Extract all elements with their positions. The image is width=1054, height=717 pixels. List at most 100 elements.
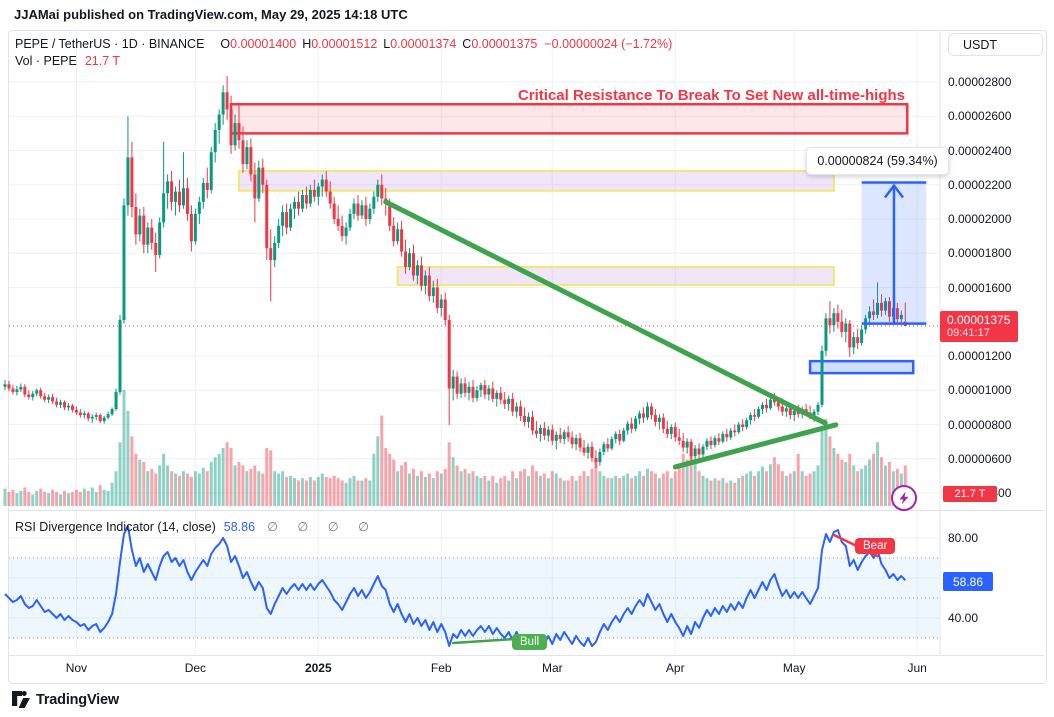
volume-bar bbox=[729, 480, 733, 506]
candle-body bbox=[768, 399, 772, 409]
price-scale-label[interactable]: 0.00001600 bbox=[948, 280, 1012, 295]
bear-divergence-badge[interactable]: Bear bbox=[855, 538, 896, 554]
volume-bar bbox=[439, 473, 443, 506]
volume-bar bbox=[562, 480, 566, 506]
candle-body bbox=[673, 427, 677, 438]
price-scale-label[interactable]: 0.00001800 bbox=[948, 246, 1012, 261]
candle-body bbox=[761, 404, 765, 410]
bull-divergence-badge[interactable]: Bull bbox=[512, 634, 548, 650]
rsi-scale-label[interactable]: 40.00 bbox=[948, 611, 979, 625]
volume-bar bbox=[764, 471, 768, 506]
volume-bar bbox=[570, 475, 574, 506]
candle-body bbox=[356, 203, 360, 216]
tradingview-footer[interactable]: TradingView bbox=[12, 691, 119, 708]
lightning-icon bbox=[899, 491, 909, 505]
candle-body bbox=[523, 415, 527, 422]
volume-bar bbox=[142, 461, 146, 506]
annotation-text[interactable]: Critical Resistance To Break To Set New … bbox=[517, 87, 905, 104]
price-scale-label[interactable]: 0.00001000 bbox=[948, 383, 1012, 398]
time-scale-label[interactable]: Apr bbox=[665, 661, 685, 675]
breakout-support-box[interactable] bbox=[808, 359, 915, 375]
price-scale-label[interactable]: 0.00001200 bbox=[948, 349, 1012, 363]
candle-body bbox=[463, 383, 467, 393]
volume-bar bbox=[209, 461, 213, 506]
volume-bar bbox=[574, 480, 578, 506]
time-scale-label[interactable]: Mar bbox=[541, 661, 563, 675]
candle-body bbox=[372, 196, 376, 209]
time-scale-label[interactable]: Jun bbox=[907, 661, 927, 675]
volume-bar bbox=[808, 473, 812, 506]
price-scale-label[interactable]: 0.00002600 bbox=[948, 109, 1012, 124]
volume-bar bbox=[816, 465, 820, 506]
price-scale-label[interactable]: 0.00002200 bbox=[948, 177, 1012, 192]
rsi-indicator-value: 58.86 bbox=[223, 519, 256, 534]
time-scale-label[interactable]: Nov bbox=[65, 661, 88, 675]
volume-bar bbox=[749, 471, 753, 506]
volume-bar bbox=[356, 480, 360, 506]
candle-body bbox=[348, 213, 352, 228]
price-scale-label[interactable]: 0.00002800 bbox=[948, 75, 1012, 89]
measure-tool-label[interactable]: 0.00000824 (59.34%) bbox=[806, 147, 949, 175]
currency-toggle-button[interactable]: USDT bbox=[948, 33, 1043, 56]
volume-legend[interactable]: Vol · PEPE 21.7 T bbox=[15, 54, 120, 68]
candle-body bbox=[515, 406, 519, 412]
volume-bar bbox=[431, 478, 435, 506]
candle-body bbox=[669, 427, 673, 434]
rsi-scale-label[interactable]: 80.00 bbox=[948, 531, 979, 545]
candle-body bbox=[499, 392, 503, 400]
candle-body bbox=[527, 416, 531, 422]
candle-body bbox=[519, 406, 523, 416]
volume-bar bbox=[868, 459, 872, 506]
candle-body bbox=[824, 318, 828, 351]
candle-body bbox=[697, 448, 701, 455]
candle-body bbox=[142, 215, 146, 245]
candle-body bbox=[550, 429, 554, 441]
descending-trendline[interactable] bbox=[383, 199, 828, 426]
candle-body bbox=[59, 402, 63, 405]
volume-bar bbox=[336, 478, 340, 506]
candle-body bbox=[820, 350, 824, 405]
volume-bar bbox=[713, 478, 717, 506]
rsi-indicator-legend[interactable]: RSI Divergence Indicator (14, close) 58.… bbox=[15, 519, 377, 535]
volume-bar bbox=[324, 477, 328, 506]
volume-bar bbox=[618, 478, 622, 506]
time-scale-label[interactable]: 2025 bbox=[304, 661, 332, 675]
candle-body bbox=[816, 404, 820, 412]
price-scale-label[interactable]: 0.00002000 bbox=[948, 212, 1012, 226]
critical-resistance-box[interactable] bbox=[229, 103, 909, 135]
volume-bar bbox=[261, 473, 265, 506]
volume-bar bbox=[586, 475, 590, 506]
candle-body bbox=[19, 386, 23, 390]
candle-body bbox=[261, 167, 265, 185]
candle-body bbox=[610, 439, 614, 449]
volume-bar bbox=[102, 489, 106, 506]
time-scale-label[interactable]: May bbox=[782, 661, 806, 675]
candle-body bbox=[876, 302, 880, 315]
volume-bar bbox=[98, 485, 102, 506]
volume-bar bbox=[757, 471, 761, 506]
volume-bar bbox=[170, 471, 174, 506]
price-scale-label[interactable]: 0.00000600 bbox=[948, 451, 1012, 466]
symbol-legend[interactable]: PEPE / TetherUS · 1D · BINANCE O 0.00001… bbox=[15, 37, 672, 51]
supply-zone-lower[interactable] bbox=[396, 265, 835, 286]
volume-bar bbox=[408, 473, 412, 506]
candle-body bbox=[308, 189, 312, 204]
candle-body bbox=[899, 314, 903, 320]
time-scale-label[interactable]: Feb bbox=[430, 661, 452, 675]
close-value: 0.00001375 bbox=[471, 37, 538, 51]
candle-body bbox=[193, 213, 197, 242]
volume-bar bbox=[193, 471, 197, 506]
ascending-trendline[interactable] bbox=[672, 422, 839, 470]
open-label: O bbox=[220, 37, 231, 51]
candle-body bbox=[289, 208, 293, 228]
candle-body bbox=[273, 242, 277, 261]
time-scale-label[interactable]: Dec bbox=[184, 661, 207, 675]
boost-lightning-button[interactable] bbox=[891, 485, 917, 511]
volume-bar bbox=[415, 475, 419, 506]
price-scale-label[interactable]: 0.00002400 bbox=[948, 143, 1012, 158]
price-scale-label[interactable]: 0.00000800 bbox=[948, 417, 1012, 432]
supply-zone-upper[interactable] bbox=[237, 170, 835, 192]
candle-body bbox=[586, 446, 590, 453]
candle-body bbox=[98, 415, 102, 422]
